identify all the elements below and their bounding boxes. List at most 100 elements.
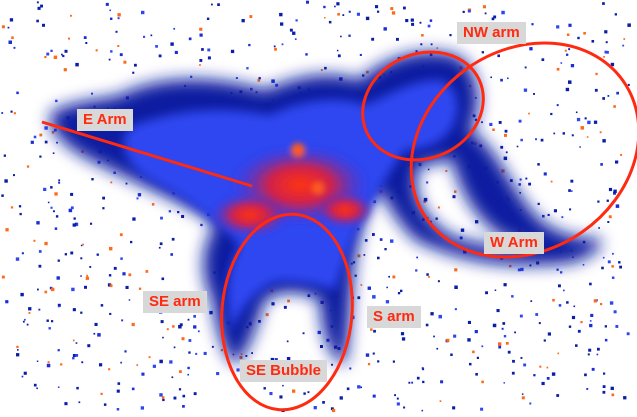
noise-pixel xyxy=(512,359,515,363)
noise-pixel xyxy=(161,396,165,399)
noise-pixel xyxy=(51,320,54,323)
noise-pixel xyxy=(377,256,380,260)
noise-pixel xyxy=(75,342,78,344)
noise-pixel xyxy=(80,257,83,260)
noise-pixel xyxy=(550,180,553,183)
noise-pixel xyxy=(604,30,608,34)
noise-pixel xyxy=(421,34,424,37)
noise-pixel xyxy=(286,340,289,343)
noise-pixel xyxy=(56,276,60,280)
noise-pixel xyxy=(602,97,605,100)
noise-pixel xyxy=(492,128,495,131)
noise-pixel xyxy=(454,190,457,193)
noise-pixel xyxy=(150,34,153,37)
noise-pixel xyxy=(328,20,332,24)
noise-pixel xyxy=(336,49,339,52)
noise-pixel xyxy=(171,376,174,379)
noise-pixel xyxy=(410,18,414,22)
noise-pixel xyxy=(596,353,599,356)
noise-pixel xyxy=(44,290,48,294)
noise-pixel xyxy=(494,289,497,291)
noise-pixel xyxy=(5,300,9,304)
noise-pixel xyxy=(474,330,478,334)
noise-pixel xyxy=(523,363,527,367)
noise-pixel xyxy=(520,357,523,359)
noise-pixel xyxy=(117,45,120,47)
noise-pixel xyxy=(294,38,297,40)
noise-pixel xyxy=(84,285,87,289)
noise-pixel xyxy=(597,200,600,203)
noise-pixel xyxy=(93,332,96,335)
noise-pixel xyxy=(199,59,203,62)
noise-pixel xyxy=(520,138,523,142)
noise-pixel xyxy=(550,112,553,116)
noise-pixel xyxy=(476,356,479,359)
noise-pixel xyxy=(556,394,560,397)
noise-pixel xyxy=(209,310,213,315)
noise-pixel xyxy=(36,360,39,362)
noise-pixel xyxy=(397,292,401,295)
noise-pixel xyxy=(618,261,621,264)
noise-pixel xyxy=(484,12,487,15)
noise-pixel xyxy=(505,151,508,154)
noise-pixel xyxy=(48,327,51,330)
noise-pixel xyxy=(363,254,366,256)
noise-pixel xyxy=(411,381,414,384)
noise-pixel xyxy=(384,248,387,251)
noise-pixel xyxy=(37,6,41,10)
noise-pixel xyxy=(230,49,235,54)
noise-pixel xyxy=(58,181,61,184)
noise-pixel xyxy=(511,371,515,375)
noise-pixel xyxy=(271,79,275,83)
noise-pixel xyxy=(263,387,266,390)
noise-pixel xyxy=(220,349,223,352)
noise-pixel xyxy=(324,66,327,70)
noise-pixel xyxy=(16,91,19,95)
se-bubble-ellipse xyxy=(220,212,354,412)
noise-pixel xyxy=(543,339,546,342)
noise-pixel xyxy=(551,372,556,376)
noise-pixel xyxy=(211,3,213,6)
noise-pixel xyxy=(528,182,531,186)
noise-pixel xyxy=(295,19,298,22)
noise-pixel xyxy=(307,391,310,394)
noise-pixel xyxy=(514,331,516,334)
noise-pixel xyxy=(498,345,502,349)
noise-pixel xyxy=(568,48,571,51)
noise-pixel xyxy=(553,209,557,213)
noise-pixel xyxy=(598,227,600,229)
noise-pixel xyxy=(177,211,180,214)
noise-pixel xyxy=(437,206,440,209)
noise-pixel xyxy=(332,408,336,413)
noise-pixel xyxy=(422,368,425,371)
noise-pixel xyxy=(28,312,31,314)
noise-pixel xyxy=(571,190,573,192)
noise-pixel xyxy=(20,292,24,297)
noise-pixel xyxy=(24,318,26,321)
noise-pixel xyxy=(370,328,373,331)
noise-pixel xyxy=(36,387,38,390)
noise-pixel xyxy=(39,155,42,158)
noise-pixel xyxy=(187,318,190,321)
noise-pixel xyxy=(258,320,261,323)
noise-pixel xyxy=(403,406,406,409)
noise-pixel xyxy=(587,120,591,125)
noise-pixel xyxy=(601,266,604,270)
noise-pixel xyxy=(557,352,560,355)
noise-pixel xyxy=(206,17,210,20)
noise-pixel xyxy=(199,64,201,66)
noise-pixel xyxy=(10,110,13,113)
noise-pixel xyxy=(3,154,6,157)
noise-pixel xyxy=(503,156,508,161)
noise-pixel xyxy=(364,239,368,242)
noise-pixel xyxy=(626,332,630,336)
noise-pixel xyxy=(481,51,484,54)
noise-pixel xyxy=(307,294,311,297)
noise-pixel xyxy=(172,325,175,328)
noise-pixel xyxy=(576,117,581,122)
noise-pixel xyxy=(148,356,151,359)
noise-pixel xyxy=(91,92,93,95)
noise-pixel xyxy=(529,47,533,51)
noise-pixel xyxy=(179,323,183,327)
noise-pixel xyxy=(481,345,484,348)
